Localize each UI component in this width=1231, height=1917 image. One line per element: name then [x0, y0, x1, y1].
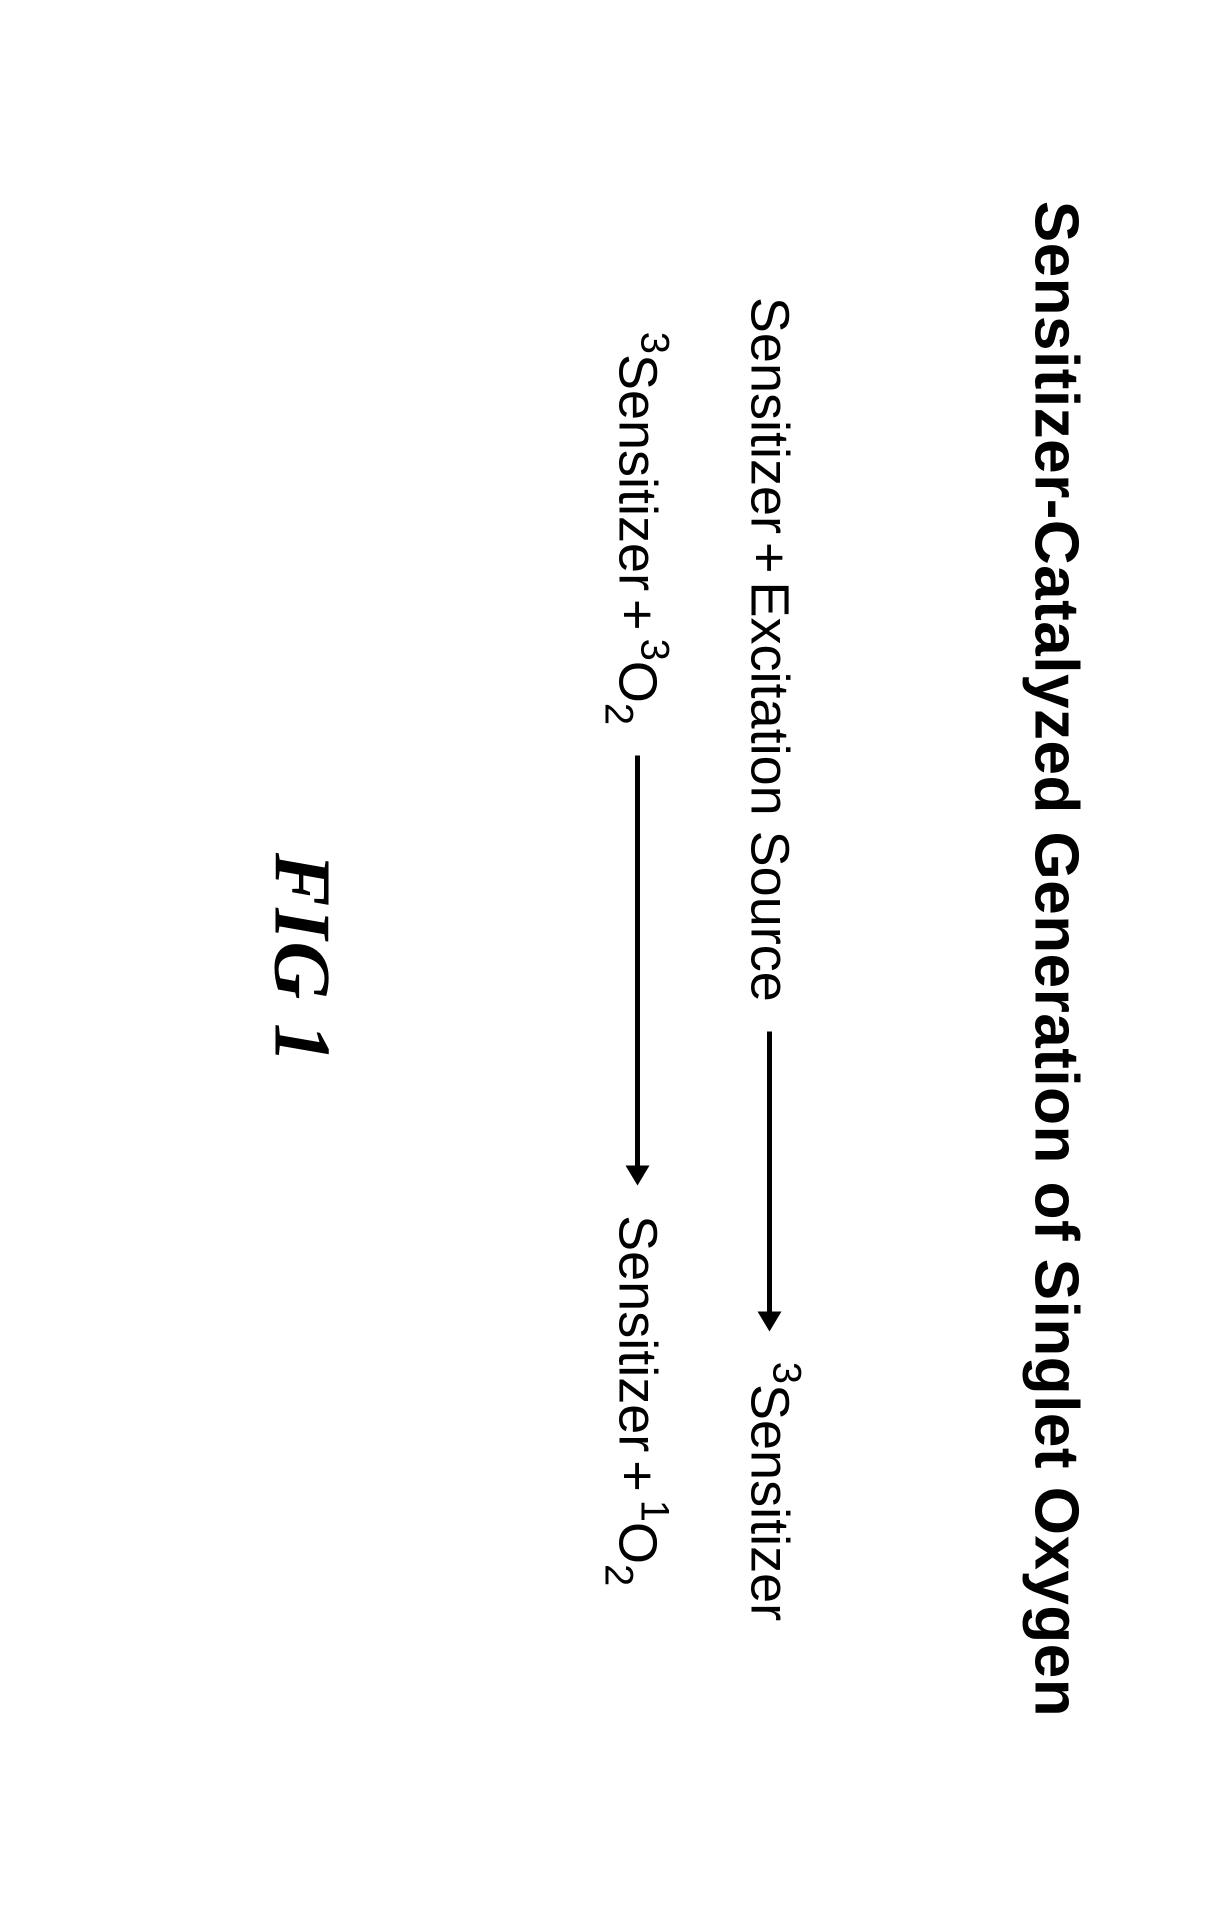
term-base: O	[606, 660, 668, 702]
term-base: Sensitizer	[606, 1215, 668, 1452]
chem-term: 3O2	[606, 638, 668, 725]
page: Sensitizer-Catalyzed Generation of Singl…	[0, 0, 1231, 1917]
reaction-row: Sensitizer + Excitation Source 3Sensitize…	[738, 296, 800, 1620]
superscript: 1	[631, 1499, 676, 1521]
chem-term: 3Sensitizer	[738, 1361, 800, 1620]
diagram-title: Sensitizer-Catalyzed Generation of Singl…	[1020, 200, 1091, 1716]
term-base: Excitation Source	[738, 581, 800, 1001]
reaction-rhs: Sensitizer + 1O2	[606, 1215, 668, 1586]
reaction-arrow-icon	[622, 755, 652, 1185]
chem-term: Excitation Source	[738, 581, 800, 1001]
figure-label: FIG 1	[255, 852, 346, 1064]
rotated-content: Sensitizer-Catalyzed Generation of Singl…	[0, 0, 1231, 1917]
reaction-rhs: 3Sensitizer	[738, 1361, 800, 1620]
reaction-row: 3Sensitizer + 3O2Sensitizer + 1O2	[606, 331, 668, 1586]
chem-term: Sensitizer	[606, 1215, 668, 1452]
term-base: Sensitizer	[738, 296, 800, 533]
term-base: O	[606, 1522, 668, 1564]
reaction-lhs: 3Sensitizer + 3O2	[606, 331, 668, 724]
chem-term: 3Sensitizer	[606, 331, 668, 590]
chem-term: Sensitizer	[738, 296, 800, 533]
superscript: 3	[763, 1361, 808, 1383]
superscript: 3	[631, 638, 676, 660]
reaction-arrow-icon	[754, 1031, 784, 1331]
reaction-lhs: Sensitizer + Excitation Source	[738, 296, 800, 1001]
plus-sign: +	[738, 541, 800, 573]
subscript: 2	[595, 1564, 640, 1586]
term-base: Sensitizer	[738, 1384, 800, 1621]
plus-sign: +	[606, 1460, 668, 1492]
plus-sign: +	[606, 599, 668, 631]
reactions-block: Sensitizer + Excitation Source3Sensitize…	[606, 296, 800, 1620]
subscript: 2	[595, 702, 640, 724]
chem-term: 1O2	[606, 1499, 668, 1586]
superscript: 3	[631, 331, 676, 353]
term-base: Sensitizer	[606, 353, 668, 590]
